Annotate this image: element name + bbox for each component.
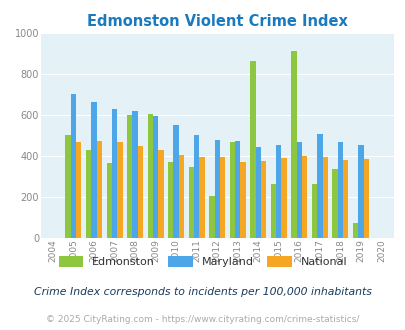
Bar: [173, 125, 178, 238]
Bar: [234, 142, 240, 238]
Bar: [132, 111, 137, 238]
Bar: [70, 94, 76, 238]
Bar: [342, 160, 347, 238]
Bar: [352, 223, 357, 238]
Bar: [281, 158, 286, 238]
Bar: [178, 155, 184, 238]
Bar: [127, 115, 132, 238]
Bar: [112, 109, 117, 238]
Bar: [249, 61, 255, 238]
Bar: [86, 149, 91, 238]
Bar: [332, 169, 337, 238]
Bar: [91, 102, 96, 238]
Bar: [168, 162, 173, 238]
Bar: [96, 142, 102, 238]
Bar: [240, 162, 245, 238]
Legend: Edmonston, Maryland, National: Edmonston, Maryland, National: [54, 251, 351, 271]
Bar: [270, 184, 275, 238]
Bar: [291, 51, 296, 238]
Text: © 2025 CityRating.com - https://www.cityrating.com/crime-statistics/: © 2025 CityRating.com - https://www.city…: [46, 315, 359, 324]
Bar: [199, 157, 204, 238]
Bar: [117, 143, 122, 238]
Bar: [214, 141, 220, 238]
Bar: [147, 114, 153, 238]
Bar: [194, 135, 199, 238]
Bar: [322, 157, 327, 238]
Bar: [188, 167, 194, 238]
Text: Crime Index corresponds to incidents per 100,000 inhabitants: Crime Index corresponds to incidents per…: [34, 287, 371, 297]
Bar: [311, 184, 316, 238]
Bar: [209, 196, 214, 238]
Bar: [229, 143, 234, 238]
Bar: [363, 159, 368, 238]
Bar: [275, 145, 281, 238]
Bar: [301, 156, 307, 238]
Bar: [65, 135, 70, 238]
Bar: [153, 116, 158, 238]
Bar: [106, 163, 112, 238]
Bar: [220, 157, 225, 238]
Bar: [337, 143, 342, 238]
Title: Edmonston Violent Crime Index: Edmonston Violent Crime Index: [87, 14, 347, 29]
Bar: [357, 145, 363, 238]
Bar: [260, 161, 266, 238]
Bar: [137, 146, 143, 238]
Bar: [255, 147, 260, 238]
Bar: [316, 134, 322, 238]
Bar: [296, 143, 301, 238]
Bar: [158, 149, 163, 238]
Bar: [76, 143, 81, 238]
